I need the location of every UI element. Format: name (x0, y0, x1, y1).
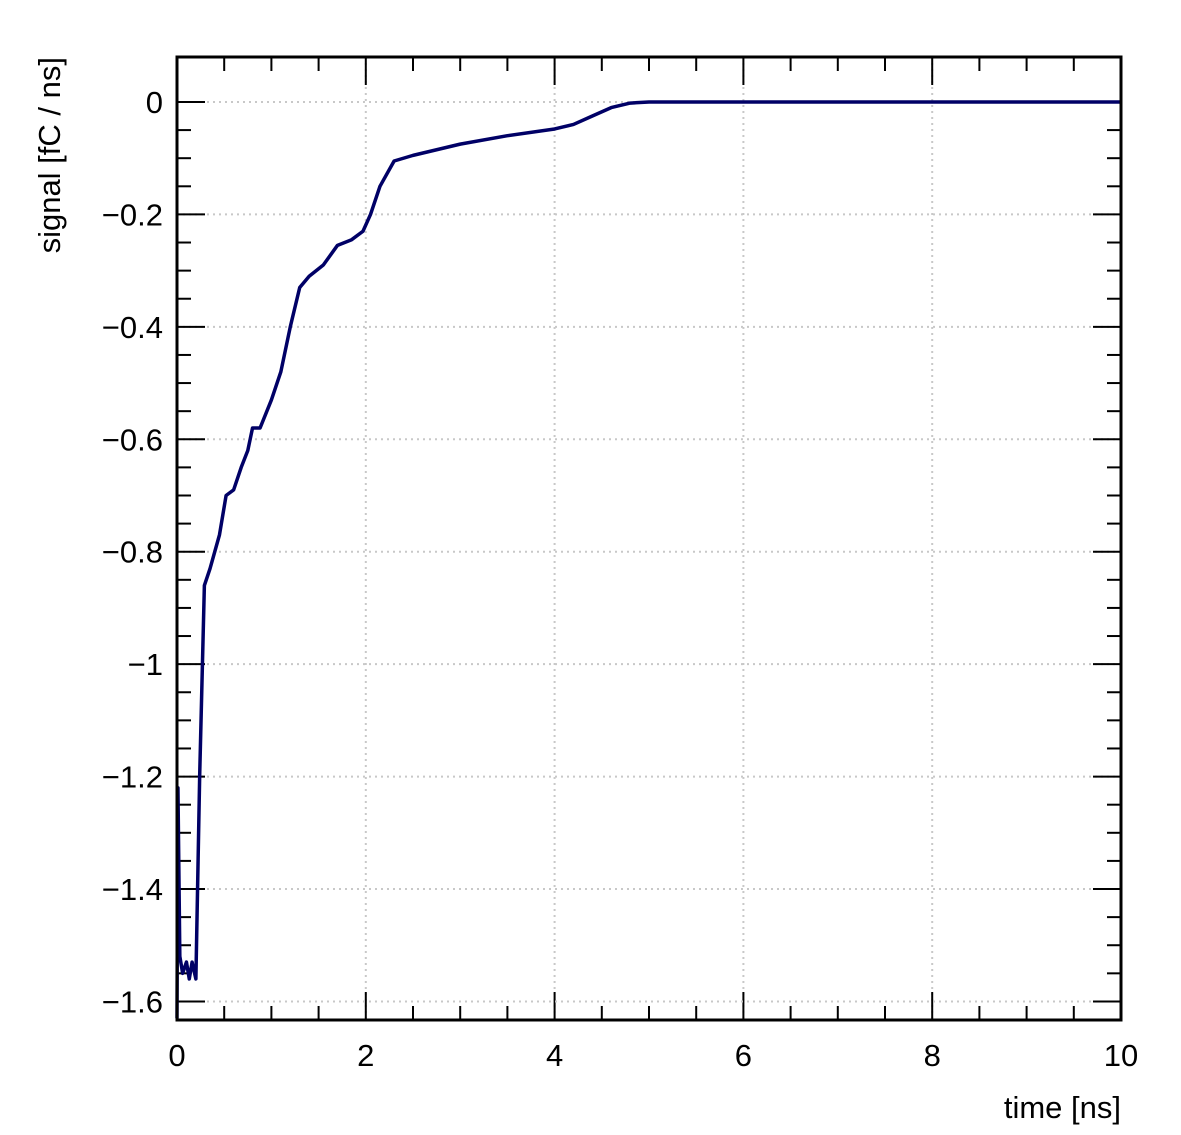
y-tick-label: −1.6 (102, 984, 163, 1019)
x-tick-label: 2 (357, 1038, 374, 1073)
y-tick-label: −0.8 (102, 535, 163, 570)
x-tick-label: 0 (168, 1038, 185, 1073)
data-line (175, 100, 1121, 1019)
y-tick-label: −1.4 (102, 872, 163, 907)
y-tick-label: −0.2 (102, 197, 163, 232)
y-tick-label: −0.4 (102, 310, 163, 345)
y-tick-label: −0.6 (102, 422, 163, 457)
x-tick-label: 8 (924, 1038, 941, 1073)
y-tick-label: 0 (146, 85, 163, 120)
y-tick-label: −1.2 (102, 760, 163, 795)
x-tick-label: 6 (735, 1038, 752, 1073)
x-axis-label: time [ns] (1004, 1090, 1121, 1125)
y-axis-label: signal [fC / ns] (32, 57, 67, 253)
x-tick-label: 10 (1104, 1038, 1138, 1073)
x-tick-label: 4 (546, 1038, 563, 1073)
y-tick-label: −1 (128, 647, 163, 682)
plot-frame (175, 55, 1123, 1022)
